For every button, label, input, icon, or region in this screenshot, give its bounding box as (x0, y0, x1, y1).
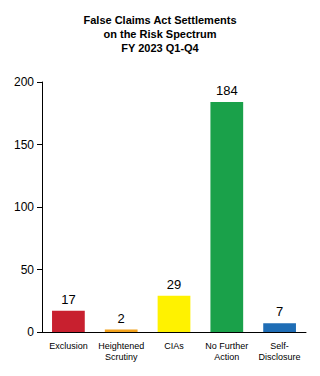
svg-text:Exclusion: Exclusion (49, 341, 88, 351)
svg-text:2: 2 (118, 311, 125, 326)
svg-text:50: 50 (21, 263, 35, 277)
svg-text:7: 7 (276, 304, 283, 319)
svg-text:on the Risk Spectrum: on the Risk Spectrum (103, 28, 216, 40)
svg-text:Heightened: Heightened (98, 341, 144, 351)
svg-text:No Further: No Further (205, 341, 248, 351)
svg-text:Disclosure: Disclosure (259, 352, 301, 362)
svg-text:150: 150 (14, 138, 34, 152)
svg-text:29: 29 (167, 277, 181, 292)
svg-text:Action: Action (214, 352, 239, 362)
svg-text:200: 200 (14, 75, 34, 89)
svg-text:FY 2023 Q1-Q4: FY 2023 Q1-Q4 (121, 42, 199, 54)
svg-text:False Claims Act Settlements: False Claims Act Settlements (83, 14, 236, 26)
svg-text:17: 17 (61, 292, 75, 307)
svg-text:184: 184 (216, 83, 238, 98)
svg-text:Scrutiny: Scrutiny (105, 352, 138, 362)
svg-text:100: 100 (14, 200, 34, 214)
svg-text:0: 0 (27, 325, 34, 339)
svg-text:CIAs: CIAs (164, 341, 184, 351)
svg-text:Self-: Self- (270, 341, 289, 351)
